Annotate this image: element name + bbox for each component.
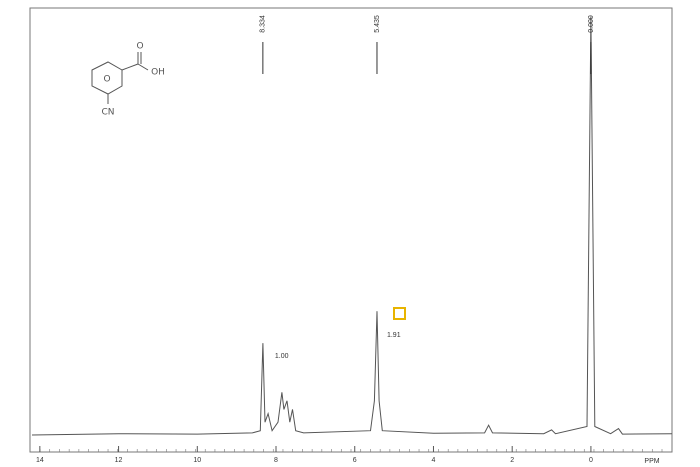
x-tick-label: 6: [353, 457, 357, 464]
x-tick-label: 10: [193, 457, 201, 464]
structure-label: CN: [101, 108, 114, 118]
structure-drawing: [91, 52, 149, 104]
x-axis-label: PPM: [644, 458, 659, 465]
peak-label: 8.334: [260, 15, 267, 33]
integral-label: 1.91: [387, 332, 401, 339]
structure-label: OH: [151, 68, 165, 78]
peak-label: 0.000: [588, 15, 595, 33]
integral-label: 1.00: [275, 353, 289, 360]
structure-label: O: [103, 75, 110, 85]
plot-frame: [29, 7, 673, 453]
spectrum-line: [31, 16, 673, 436]
x-tick-label: 12: [115, 457, 123, 464]
x-tick-label: 0: [589, 457, 593, 464]
structure-label: O: [136, 42, 143, 52]
x-tick-label: 4: [432, 457, 436, 464]
x-tick-label: 8: [274, 457, 278, 464]
highlight-marker: [393, 307, 406, 320]
x-tick-label: 2: [510, 457, 514, 464]
peak-label: 5.435: [374, 15, 381, 33]
x-tick-label: 14: [36, 457, 44, 464]
